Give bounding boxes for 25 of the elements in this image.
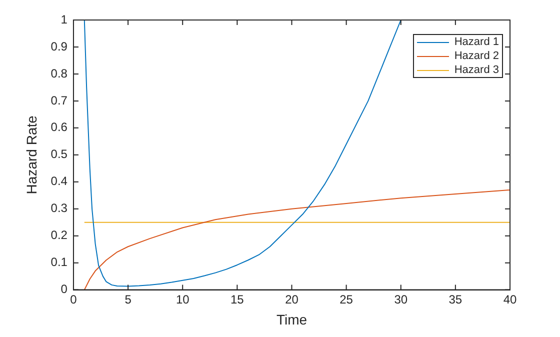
- y-tick-label: 1: [60, 12, 68, 26]
- x-tick-label: 20: [285, 292, 299, 306]
- y-tick-label: 0.2: [50, 228, 68, 242]
- y-tick-label: 0.9: [50, 39, 68, 54]
- legend-label: Hazard 1: [454, 35, 499, 49]
- y-tick-label: 0.1: [50, 255, 68, 270]
- x-tick-label: 10: [176, 292, 190, 306]
- x-tick-label: 25: [340, 292, 354, 306]
- y-tick-label: 0: [60, 282, 68, 296]
- y-tick-label: 0.3: [50, 201, 68, 216]
- y-tick-label: 0.7: [50, 93, 68, 108]
- y-tick-label: 0.4: [50, 174, 68, 188]
- y-tick-label: 0.6: [50, 120, 68, 134]
- y-tick-label: 0.8: [50, 66, 68, 80]
- x-tick-label: 35: [448, 292, 462, 306]
- legend-label: Hazard 2: [454, 49, 499, 63]
- y-tick-label: 0.5: [50, 147, 68, 162]
- x-tick-label: 40: [503, 292, 517, 306]
- x-tick-label: 15: [230, 292, 244, 306]
- x-tick-label: 0: [70, 292, 78, 306]
- x-axis-title: Time: [276, 311, 308, 328]
- y-axis-title: Hazard Rate: [23, 115, 40, 194]
- legend-label: Hazard 3: [454, 63, 499, 77]
- x-tick-label: 5: [124, 292, 132, 306]
- x-tick-label: 30: [394, 292, 408, 306]
